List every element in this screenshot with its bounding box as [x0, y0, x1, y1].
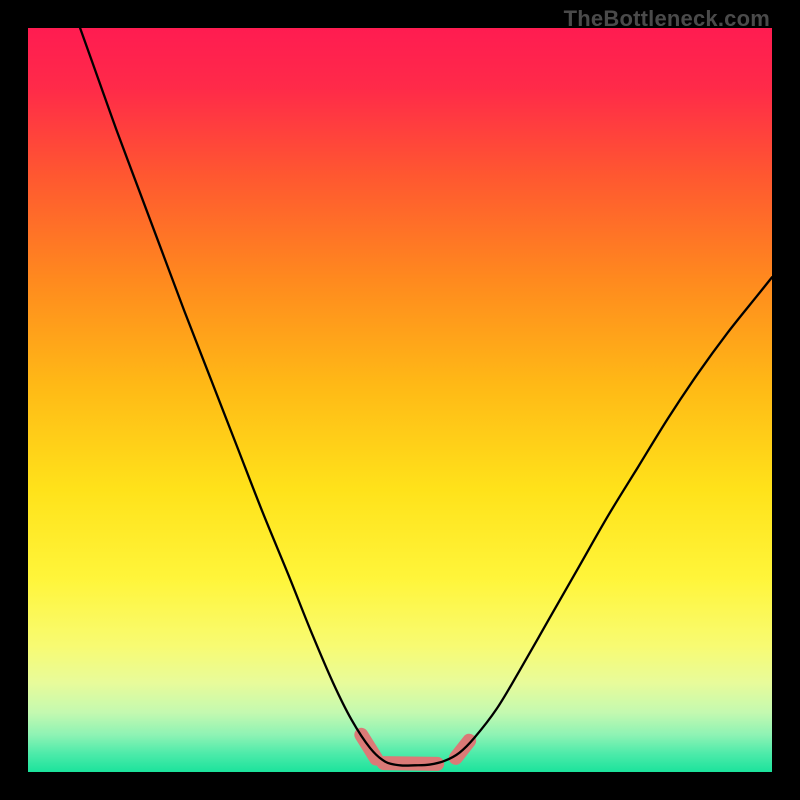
watermark-text: TheBottleneck.com	[564, 6, 770, 32]
gradient-background	[28, 28, 772, 772]
plot-svg	[28, 28, 772, 772]
chart-frame: TheBottleneck.com	[0, 0, 800, 800]
plot-area	[28, 28, 772, 772]
